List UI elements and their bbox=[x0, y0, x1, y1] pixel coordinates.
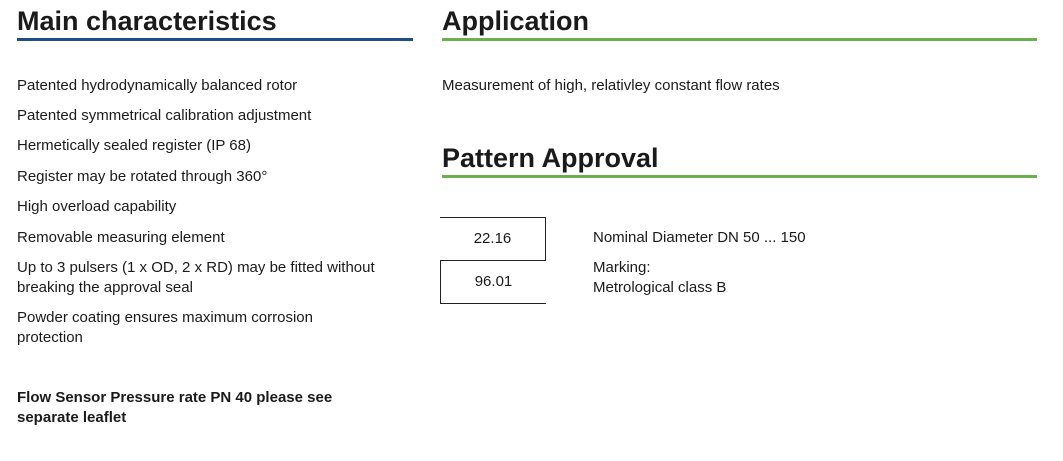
characteristic-item: High overload capability bbox=[17, 198, 177, 215]
main-characteristics-heading: Main characteristics bbox=[17, 6, 277, 36]
green-rule bbox=[442, 38, 1037, 41]
approval-description: Nominal Diameter DN 50 ... 150 bbox=[593, 229, 806, 246]
characteristic-item: Removable measuring element bbox=[17, 229, 225, 246]
approval-description: Marking: Metrological class B bbox=[593, 259, 727, 296]
characteristic-item: Hermetically sealed register (IP 68) bbox=[17, 137, 251, 154]
approval-code-box: 96.01 bbox=[440, 260, 546, 304]
approval-code-box: 22.16 bbox=[440, 217, 546, 261]
blue-rule bbox=[17, 38, 413, 41]
pattern-approval-heading: Pattern Approval bbox=[442, 143, 659, 173]
application-text: Measurement of high, relativley constant… bbox=[442, 77, 780, 94]
green-rule bbox=[442, 175, 1037, 178]
characteristic-item: Up to 3 pulsers (1 x OD, 2 x RD) may be … bbox=[17, 259, 375, 296]
pressure-note: Flow Sensor Pressure rate PN 40 please s… bbox=[17, 389, 333, 426]
characteristic-item: Patented hydrodynamically balanced rotor bbox=[17, 77, 298, 94]
characteristic-item: Patented symmetrical calibration adjustm… bbox=[17, 107, 312, 124]
application-heading: Application bbox=[442, 6, 589, 36]
characteristic-item: Powder coating ensures maximum corrosion… bbox=[17, 309, 313, 346]
characteristic-item: Register may be rotated through 360° bbox=[17, 168, 268, 185]
